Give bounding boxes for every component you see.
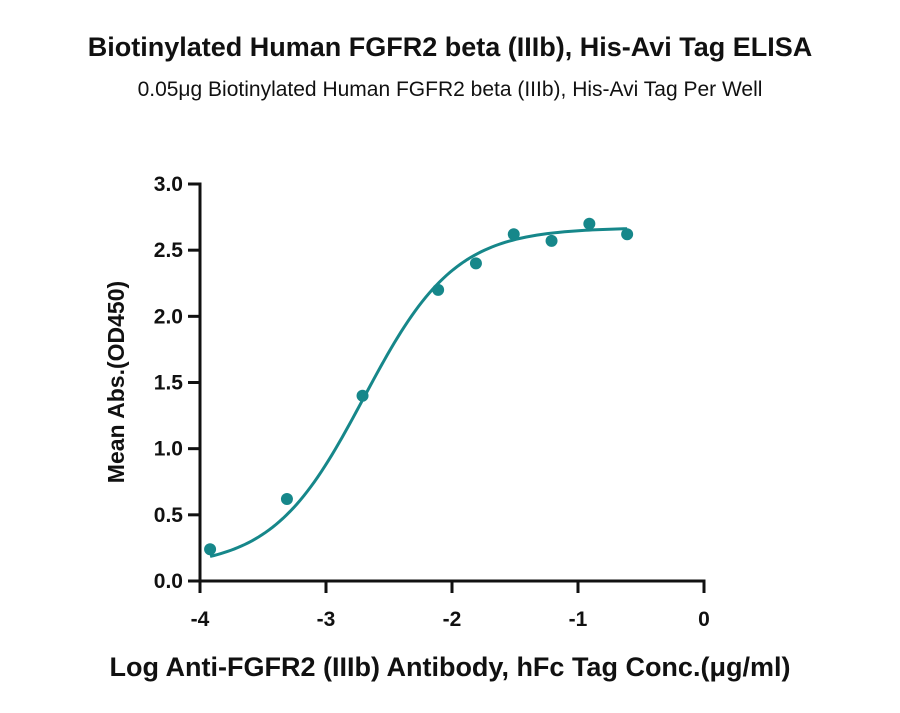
y-tick-label: 1.5 [154,372,184,395]
data-point [545,234,558,247]
fit-curve [209,227,628,558]
chart-subtitle: 0.05μg Biotinylated Human FGFR2 beta (II… [137,78,763,101]
y-tick-label: 1.0 [154,438,183,461]
data-point [204,543,217,556]
data-point [280,492,293,505]
y-tick-label: 0.5 [154,504,184,527]
data-point [583,217,596,230]
chart-title: Biotinylated Human FGFR2 beta (IIIb), Hi… [87,32,813,62]
data-point [469,257,482,270]
x-axis-ticks: -4 -3 -2 -1 0 [191,581,710,631]
x-tick-label: -1 [569,608,588,631]
y-axis-label: Mean Abs.(OD450) [103,281,129,483]
y-tick-label: 3.0 [154,173,183,196]
y-tick-label: 2.0 [154,305,183,328]
data-point [507,228,520,241]
x-tick-label: -4 [191,608,210,631]
x-tick-label: -2 [443,608,462,631]
y-tick-label: 0.0 [154,570,183,593]
data-points [204,217,634,556]
data-point [432,283,445,296]
x-tick-label: -3 [317,608,336,631]
x-axis-label: Log Anti-FGFR2 (IIIb) Antibody, hFc Tag … [110,652,791,682]
data-point [621,228,634,241]
data-point [356,389,369,402]
x-tick-label: 0 [698,608,710,631]
y-tick-label: 2.5 [154,239,184,262]
y-axis-ticks: 0.0 0.5 1.0 1.5 2.0 2.5 3.0 [154,173,200,593]
